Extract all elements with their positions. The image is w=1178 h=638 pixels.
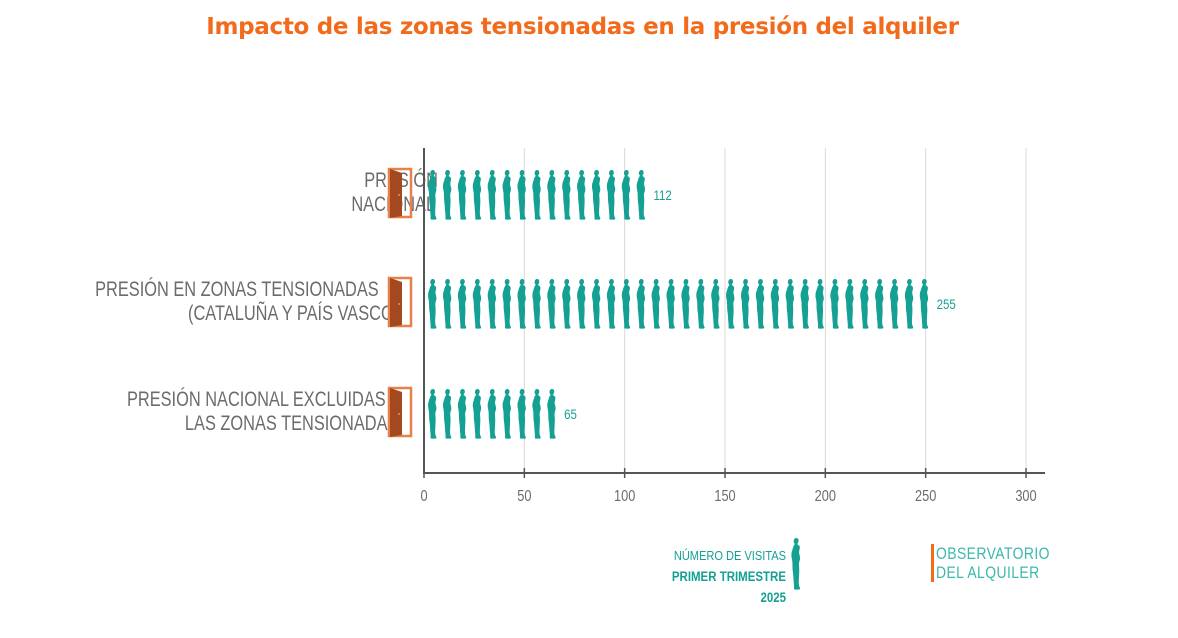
person-figure: [606, 170, 616, 220]
category-label: (CATALUÑA Y PAÍS VASCO): [188, 301, 399, 324]
person-figure: [472, 279, 482, 329]
person-figure: [577, 170, 586, 220]
person-figure: [532, 170, 541, 220]
value-label: 112: [654, 187, 672, 203]
person-figure: [815, 279, 824, 329]
person-figure: [562, 170, 571, 220]
person-figure: [577, 279, 586, 329]
x-tick-label: 0: [420, 488, 427, 506]
category-label: PRESIÓN EN ZONAS TENSIONADAS: [95, 277, 379, 300]
person-figure: [621, 279, 631, 329]
person-figure: [770, 279, 780, 329]
person-figure: [562, 279, 571, 329]
person-figure: [785, 279, 795, 329]
x-tick-label: 250: [915, 488, 936, 506]
person-figure: [845, 279, 854, 329]
person-figure: [726, 279, 735, 329]
x-tick-label: 100: [614, 488, 635, 506]
door-icon: [387, 386, 413, 438]
person-figure: [442, 170, 452, 220]
person-figure: [740, 279, 750, 329]
person-figure: [472, 389, 482, 439]
x-tick-label: 300: [1015, 488, 1036, 506]
category-label: LAS ZONAS TENSIONADAS: [185, 411, 399, 434]
bar-row: PRESIÓNNACIONAL112: [351, 167, 672, 220]
legend-person-icon: [789, 538, 803, 590]
value-label: 255: [937, 296, 956, 312]
person-figure: [457, 389, 467, 439]
logo-line1: OBSERVATORIO: [936, 544, 1050, 563]
person-figure: [919, 279, 929, 329]
person-figure: [442, 279, 452, 329]
bar-row: PRESIÓN EN ZONAS TENSIONADAS(CATALUÑA Y …: [95, 276, 956, 329]
person-figure: [547, 170, 556, 220]
person-figure: [636, 170, 646, 220]
person-figure: [606, 279, 616, 329]
legend-line1: NÚMERO DE VISITAS: [673, 548, 786, 563]
person-figure: [830, 279, 839, 329]
person-figure: [711, 279, 720, 329]
person-figure: [591, 279, 601, 329]
person-figure: [487, 279, 497, 329]
person-figure: [904, 279, 914, 329]
person-figure: [442, 389, 452, 439]
person-figure: [636, 279, 646, 329]
person-figure: [889, 279, 899, 329]
logo-line2: DEL ALQUILER: [936, 563, 1040, 582]
logo: OBSERVATORIO DEL ALQUILER: [931, 544, 1075, 582]
person-figure: [457, 170, 467, 220]
legend: NÚMERO DE VISITAS PRIMER TRIMESTRE 2025: [640, 545, 786, 608]
person-figure: [472, 170, 482, 220]
person-figure: [755, 279, 765, 329]
person-figure: [502, 170, 511, 220]
person-figure: [457, 279, 467, 329]
person-figure: [487, 389, 497, 439]
rows: PRESIÓNNACIONAL112 PRESIÓN EN ZONAS TENSI…: [95, 167, 956, 439]
person-figure: [502, 389, 511, 439]
legend-line2: PRIMER TRIMESTRE 2025: [671, 569, 786, 605]
chart-title: Impacto de las zonas tensionadas en la p…: [206, 14, 959, 40]
person-figure: [696, 279, 705, 329]
person-figure: [651, 279, 660, 329]
x-tick-label: 200: [815, 488, 836, 506]
person-figure: [428, 279, 437, 329]
person-figure: [547, 389, 556, 439]
door-icon: [387, 276, 413, 328]
person-figure: [532, 279, 541, 329]
person-figure: [860, 279, 869, 329]
person-figure: [800, 279, 809, 329]
person-figure: [621, 170, 631, 220]
value-label: 65: [564, 406, 577, 422]
person-figure: [591, 170, 601, 220]
person-figure: [502, 279, 511, 329]
person-figure: [547, 279, 556, 329]
person-figure: [666, 279, 675, 329]
person-figure: [428, 389, 437, 439]
door-icon: [387, 167, 413, 219]
x-axis: 0 50 100 150 200 250 300: [420, 148, 1045, 505]
person-figure: [487, 170, 497, 220]
x-tick-label: 150: [714, 488, 735, 506]
category-label: PRESIÓN NACIONAL EXCLUIDAS: [127, 387, 386, 410]
person-figure: [875, 279, 884, 329]
x-tick-label: 50: [517, 488, 531, 506]
person-figure: [532, 389, 541, 439]
person-figure: [681, 279, 690, 329]
